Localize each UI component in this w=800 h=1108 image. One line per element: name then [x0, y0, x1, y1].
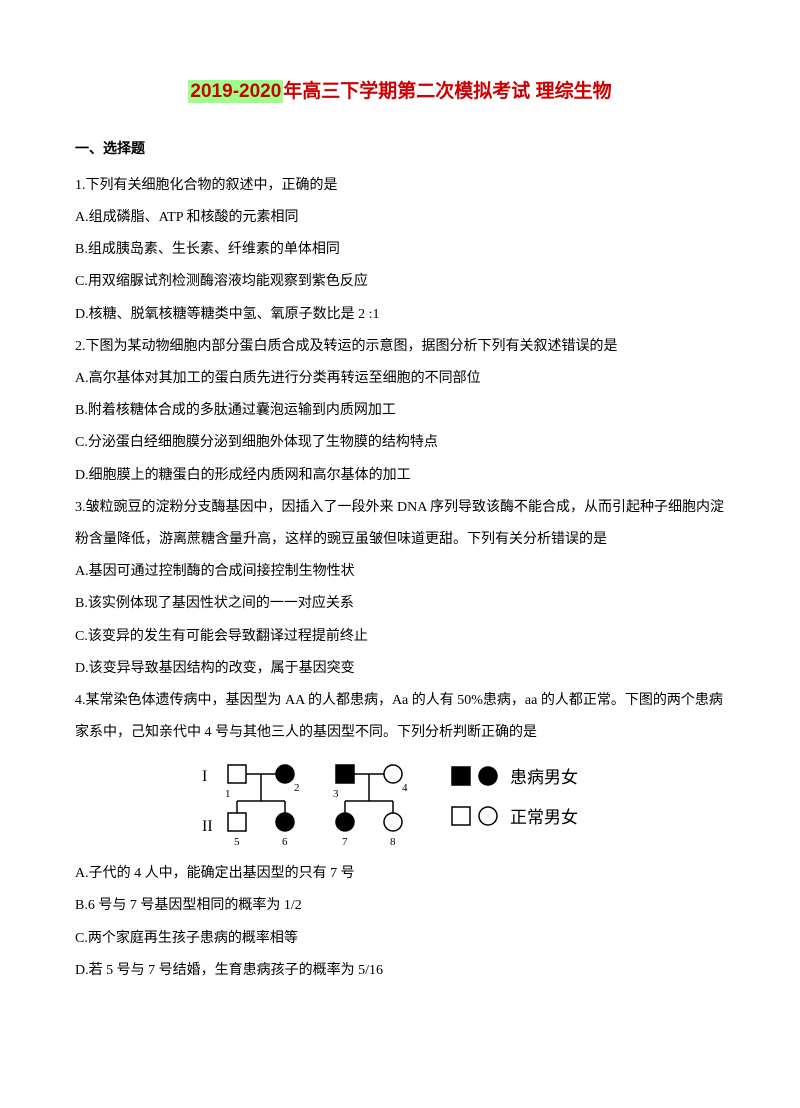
label-3: 3 — [333, 788, 339, 800]
pedigree-svg: I II 1 2 5 6 3 4 7 — [190, 757, 610, 852]
label-5: 5 — [234, 836, 240, 848]
q2-option-b: B.附着核糖体合成的多肽通过囊泡运输到内质网加工 — [75, 395, 725, 427]
q2-option-d: D.细胞膜上的糖蛋白的形成经内质网和高尔基体的加工 — [75, 460, 725, 492]
individual-1 — [228, 765, 246, 783]
individual-6 — [276, 813, 294, 831]
individual-2 — [276, 765, 294, 783]
q2-stem: 2.下图为某动物细胞内部分蛋白质合成及转运的示意图，据图分析下列有关叙述错误的是 — [75, 331, 725, 363]
q3-option-c: C.该变异的发生有可能会导致翻译过程提前终止 — [75, 621, 725, 653]
q3-option-d: D.该变异导致基因结构的改变，属于基因突变 — [75, 653, 725, 685]
q2-option-a: A.高尔基体对其加工的蛋白质先进行分类再转运至细胞的不同部位 — [75, 363, 725, 395]
pedigree-diagram: I II 1 2 5 6 3 4 7 — [75, 757, 725, 852]
label-8: 8 — [390, 836, 396, 848]
legend-normal-circle — [479, 807, 497, 825]
q3-option-b: B.该实例体现了基因性状之间的一一对应关系 — [75, 588, 725, 620]
label-6: 6 — [282, 836, 288, 848]
gen2-label: II — [202, 818, 213, 835]
q1-option-b: B.组成胰岛素、生长素、纤维素的单体相同 — [75, 234, 725, 266]
legend-normal-text: 正常男女 — [510, 808, 578, 827]
gen1-label: I — [202, 768, 207, 785]
q4-option-b: B.6 号与 7 号基因型相同的概率为 1/2 — [75, 890, 725, 922]
title-year-highlight: 2019-2020 — [188, 80, 283, 103]
q4-option-c: C.两个家庭再生孩子患病的概率相等 — [75, 923, 725, 955]
q1-option-d: D.核糖、脱氧核糖等糖类中氢、氧原子数比是 2 :1 — [75, 299, 725, 331]
label-1: 1 — [225, 788, 231, 800]
label-4: 4 — [402, 782, 408, 794]
q4-option-d: D.若 5 号与 7 号结婚，生育患病孩子的概率为 5/16 — [75, 955, 725, 987]
q1-option-a: A.组成磷脂、ATP 和核酸的元素相同 — [75, 202, 725, 234]
title-remainder: 年高三下学期第二次模拟考试 理综生物 — [283, 81, 611, 102]
q4-option-a: A.子代的 4 人中，能确定出基因型的只有 7 号 — [75, 858, 725, 890]
q1-option-c: C.用双缩脲试剂检测酶溶液均能观察到紫色反应 — [75, 266, 725, 298]
legend-affected-circle — [479, 767, 497, 785]
individual-8 — [384, 813, 402, 831]
individual-3 — [336, 765, 354, 783]
q3-option-a: A.基因可通过控制酶的合成间接控制生物性状 — [75, 556, 725, 588]
legend-affected-text: 患病男女 — [510, 768, 578, 787]
legend-normal-square — [452, 807, 470, 825]
q2-option-c: C.分泌蛋白经细胞膜分泌到细胞外体现了生物膜的结构特点 — [75, 427, 725, 459]
section-header: 一、选择题 — [75, 132, 725, 164]
legend-affected-square — [452, 767, 470, 785]
label-7: 7 — [342, 836, 348, 848]
document-title: 2019-2020年高三下学期第二次模拟考试 理综生物 — [75, 70, 725, 114]
individual-5 — [228, 813, 246, 831]
q3-stem: 3.皱粒豌豆的淀粉分支酶基因中，因插入了一段外来 DNA 序列导致该酶不能合成，… — [75, 492, 725, 556]
label-2: 2 — [294, 782, 300, 794]
q1-stem: 1.下列有关细胞化合物的叙述中，正确的是 — [75, 170, 725, 202]
q4-stem: 4.某常染色体遗传病中，基因型为 AA 的人都患病，Aa 的人有 50%患病，a… — [75, 685, 725, 749]
individual-7 — [336, 813, 354, 831]
individual-4 — [384, 765, 402, 783]
